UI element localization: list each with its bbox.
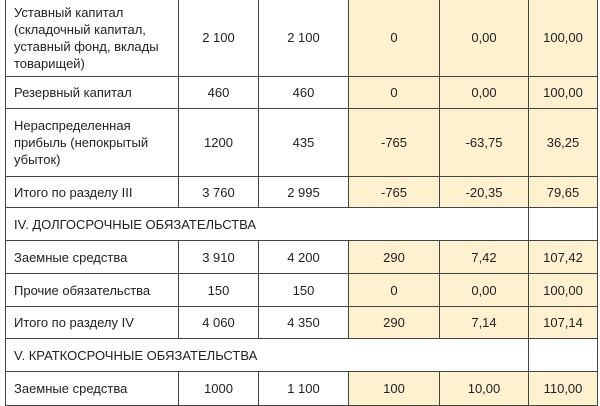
value-cell: 100,00 [528,0,598,77]
value-cell: -765 [348,176,440,208]
value-cell: 4 060 [178,306,259,339]
value-cell: 7,14 [439,306,529,339]
table-row: Заемные средства 3 910 4 200 290 7,42 107,42 [5,240,598,274]
value-cell: 0 [348,273,440,307]
value-cell: 1 100 [258,371,349,406]
section-header-row: IV. ДОЛГОСРОЧНЫЕ ОБЯЗАТЕЛЬСТВА [5,207,598,241]
row-label: Нераспределенная прибыль (непокрытый убы… [5,108,179,177]
value-cell: 460 [258,76,349,109]
value-cell: 100 [348,371,440,406]
value-cell: 0,00 [439,0,529,77]
balance-table: Уставный капитал (складочный капитал, ус… [5,0,598,406]
table-row: Нераспределенная прибыль (непокрытый убы… [5,108,598,177]
value-cell: 0 [348,0,440,77]
value-cell: 0 [348,76,440,109]
table-row: Уставный капитал (складочный капитал, ус… [5,0,598,77]
row-label: Уставный капитал (складочный капитал, ус… [5,0,179,77]
table-row: Резервный капитал 460 460 0 0,00 100,00 [5,76,598,109]
value-cell: 10,00 [439,371,529,406]
table-row: Прочие обязательства 150 150 0 0,00 100,00 [5,273,598,307]
row-label: Резервный капитал [5,76,179,109]
row-label: Прочие обязательства [5,273,179,307]
value-cell: 107,14 [528,306,598,339]
table-row: Итого по разделу IV 4 060 4 350 290 7,14 107,… [5,306,598,339]
value-cell: 79,65 [528,176,598,208]
value-cell: 290 [348,306,440,339]
value-cell: 1200 [178,108,259,177]
value-cell: 2 100 [178,0,259,77]
empty-cell [528,338,598,372]
value-cell: 290 [348,240,440,274]
value-cell: 4 200 [258,240,349,274]
value-cell: 4 350 [258,306,349,339]
row-label: Заемные средства [5,371,179,406]
value-cell: 1000 [178,371,259,406]
empty-cell [528,207,598,241]
value-cell: 435 [258,108,349,177]
table-row: Заемные средства 1000 1 100 100 10,00 110,00 [5,371,598,406]
section-title: V. КРАТКОСРОЧНЫЕ ОБЯЗАТЕЛЬСТВА [5,338,529,372]
value-cell: 107,42 [528,240,598,274]
row-label: Итого по разделу III [5,176,179,208]
row-label: Заемные средства [5,240,179,274]
section-header-row: V. КРАТКОСРОЧНЫЕ ОБЯЗАТЕЛЬСТВА [5,338,598,372]
section-title: IV. ДОЛГОСРОЧНЫЕ ОБЯЗАТЕЛЬСТВА [5,207,529,241]
value-cell: 100,00 [528,76,598,109]
value-cell: -63,75 [439,108,529,177]
value-cell: 3 910 [178,240,259,274]
value-cell: 3 760 [178,176,259,208]
value-cell: 150 [178,273,259,307]
value-cell: 0,00 [439,273,529,307]
value-cell: 36,25 [528,108,598,177]
value-cell: 150 [258,273,349,307]
value-cell: 7,42 [439,240,529,274]
value-cell: 0,00 [439,76,529,109]
table-row: Итого по разделу III 3 760 2 995 -765 -20,35… [5,176,598,208]
value-cell: 100,00 [528,273,598,307]
value-cell: 2 100 [258,0,349,77]
row-label: Итого по разделу IV [5,306,179,339]
value-cell: -20,35 [439,176,529,208]
value-cell: 460 [178,76,259,109]
value-cell: 2 995 [258,176,349,208]
value-cell: 110,00 [528,371,598,406]
value-cell: -765 [348,108,440,177]
